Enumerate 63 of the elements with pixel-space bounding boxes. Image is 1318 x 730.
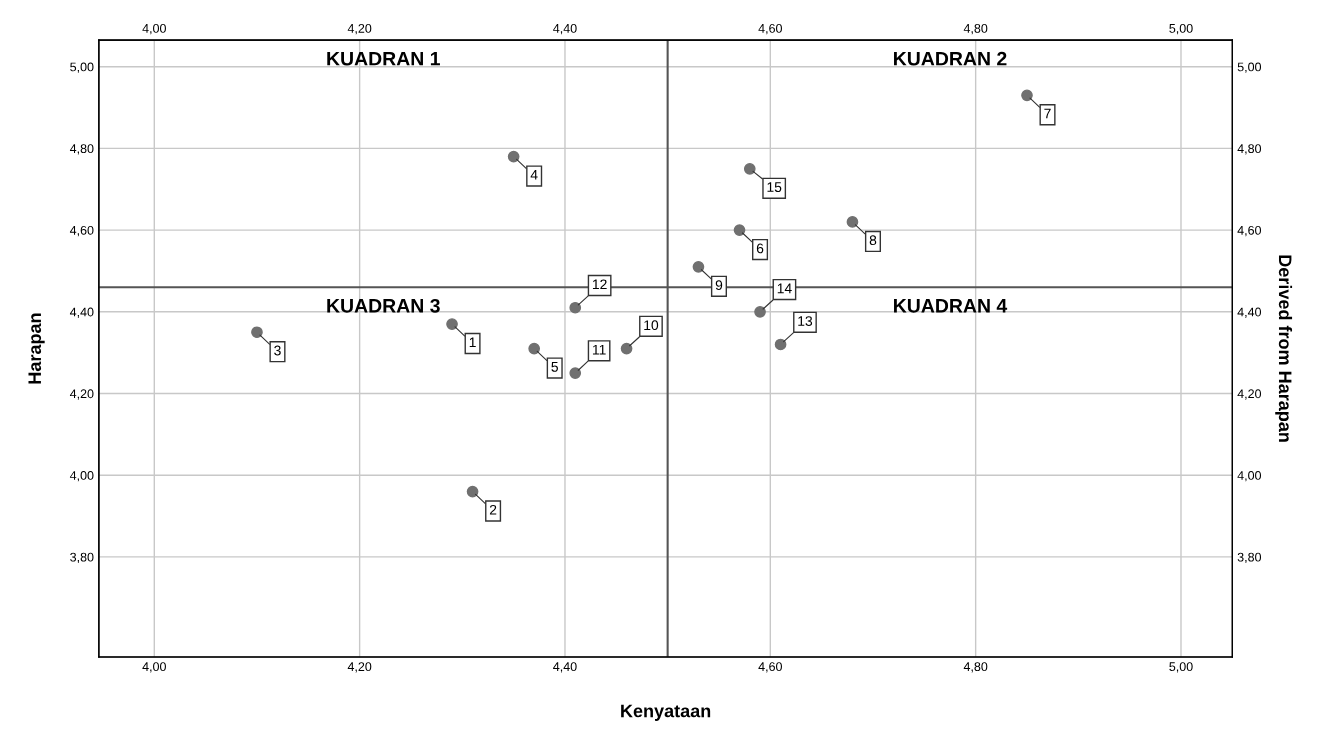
x2-tick-label: 4,60 bbox=[758, 23, 782, 35]
point bbox=[446, 318, 458, 330]
y2-axis-title: Derived from Harapan bbox=[1275, 255, 1293, 442]
y2-tick-label: 4,80 bbox=[1237, 144, 1262, 155]
annotation: 6 bbox=[756, 243, 764, 254]
annotation: 13 bbox=[798, 316, 813, 326]
annotation: 4 bbox=[530, 170, 538, 180]
point bbox=[774, 338, 787, 351]
annotation: KUADRAN 2 bbox=[894, 51, 1007, 66]
x-tick-label: 4,80 bbox=[963, 662, 988, 673]
x2-tick-label: 4,80 bbox=[963, 23, 988, 35]
y2-tick-label: 4,60 bbox=[1237, 225, 1262, 237]
annotation: KUADRAN 1 bbox=[327, 51, 440, 66]
annotation: 9 bbox=[715, 280, 723, 291]
y-tick-label: 4,40 bbox=[69, 307, 94, 318]
point bbox=[733, 224, 746, 236]
y-tick-label: 4,20 bbox=[69, 389, 94, 400]
point bbox=[620, 342, 633, 355]
annotation: 2 bbox=[489, 504, 497, 515]
y2-tick-label: 5,00 bbox=[1237, 62, 1262, 73]
x-tick-label: 4,20 bbox=[347, 662, 372, 673]
y2-tick-label: 4,20 bbox=[1237, 389, 1262, 400]
point bbox=[507, 150, 520, 163]
y2-tick-label: 4,00 bbox=[1237, 471, 1262, 482]
x-axis-title: Kenyataan bbox=[621, 704, 711, 721]
y2-tick-label: 4,40 bbox=[1237, 307, 1262, 318]
annotation: 5 bbox=[551, 362, 558, 372]
x-tick-label: 4,00 bbox=[142, 662, 166, 673]
x2-tick-label: 4,40 bbox=[553, 23, 577, 35]
point bbox=[1021, 89, 1033, 102]
y-tick-label: 4,80 bbox=[69, 144, 94, 155]
annotation: 12 bbox=[592, 279, 607, 290]
y-tick-label: 4,00 bbox=[69, 471, 94, 482]
annotation: 7 bbox=[1044, 108, 1051, 119]
x2-tick-label: 5,00 bbox=[1169, 23, 1193, 35]
point bbox=[569, 367, 582, 379]
x-tick-label: 5,00 bbox=[1169, 662, 1193, 673]
point bbox=[846, 216, 859, 228]
y-tick-label: 4,60 bbox=[69, 225, 94, 237]
point bbox=[754, 305, 766, 318]
point bbox=[692, 261, 705, 273]
y-tick-label: 3,80 bbox=[70, 552, 94, 564]
annotation: 3 bbox=[274, 345, 281, 356]
point bbox=[466, 485, 479, 498]
point bbox=[251, 326, 263, 339]
y-tick-label: 5,00 bbox=[70, 62, 94, 73]
x2-tick-label: 4,20 bbox=[347, 23, 372, 35]
annotation: 11 bbox=[592, 344, 606, 355]
annotation: 8 bbox=[869, 235, 877, 246]
x-tick-label: 4,60 bbox=[758, 662, 782, 673]
point bbox=[528, 342, 541, 355]
annotation: KUADRAN 3 bbox=[327, 298, 440, 313]
point bbox=[569, 301, 582, 314]
annotation: 10 bbox=[644, 320, 659, 331]
y2-tick-label: 3,80 bbox=[1237, 552, 1262, 564]
x2-tick-label: 4,00 bbox=[142, 23, 166, 35]
y-axis-title: Harapan bbox=[28, 313, 45, 384]
x-tick-label: 4,40 bbox=[553, 662, 577, 673]
point bbox=[743, 162, 756, 175]
annotation: 15 bbox=[767, 182, 782, 192]
annotation: 1 bbox=[469, 337, 476, 348]
annotation: 14 bbox=[777, 283, 792, 294]
annotation: KUADRAN 4 bbox=[894, 299, 1008, 313]
